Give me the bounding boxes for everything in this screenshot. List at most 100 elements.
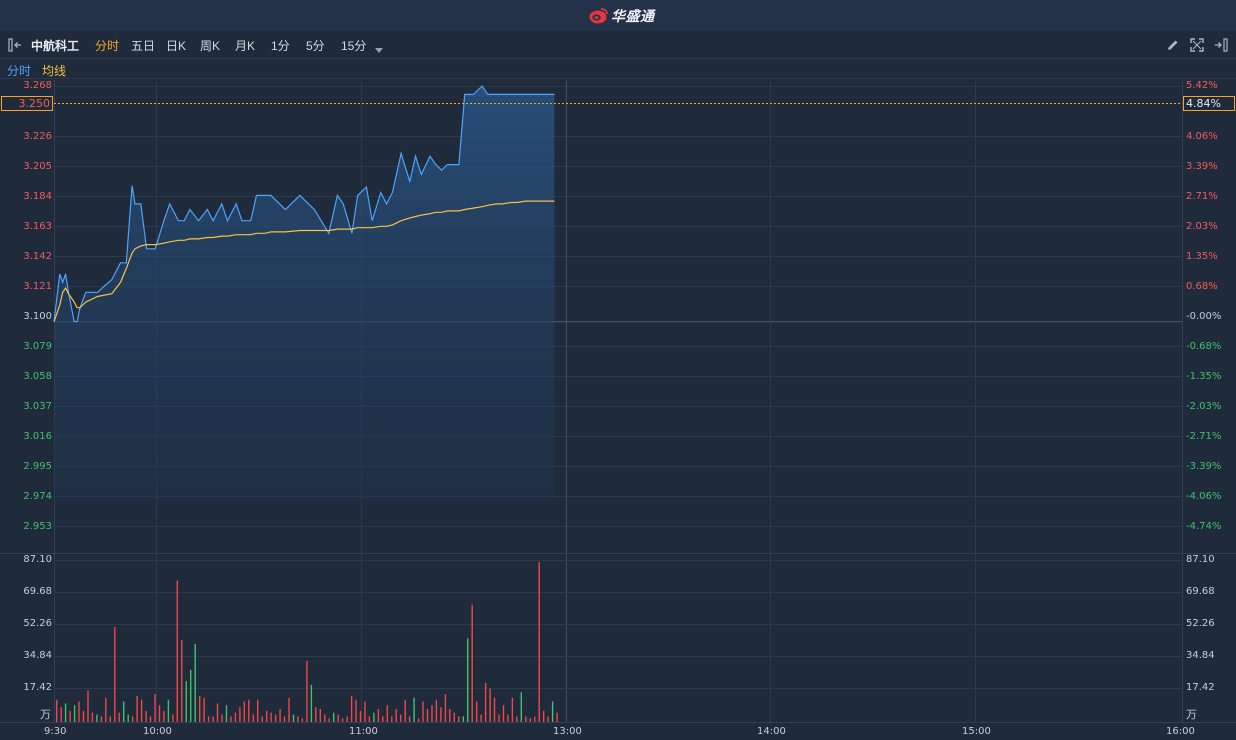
volume-tick-label: 87.10 xyxy=(23,554,52,565)
volume-bar xyxy=(538,562,540,722)
pct-tick-label: -3.39% xyxy=(1186,461,1222,472)
price-area-fill xyxy=(54,86,555,500)
legend-average[interactable]: 均线 xyxy=(42,64,67,78)
tab-monthly-k[interactable]: 月K xyxy=(235,39,256,53)
volume-bar xyxy=(484,682,487,722)
price-tick-label: 3.268 xyxy=(23,80,52,91)
volume-bar xyxy=(502,705,505,722)
fullscreen-icon[interactable] xyxy=(1190,38,1204,57)
price-tick-label: 2.953 xyxy=(23,521,52,532)
time-tick-label: 9:30 xyxy=(44,726,67,737)
tab-weekly-k[interactable]: 周K xyxy=(200,39,221,53)
volume-bar xyxy=(172,714,174,722)
tab-15min[interactable]: 15分 xyxy=(341,39,367,53)
volume-bar xyxy=(199,696,201,722)
tab-daily-k[interactable]: 日K xyxy=(166,39,187,53)
volume-bar xyxy=(96,714,98,722)
volume-bar xyxy=(395,709,397,722)
volume-bar xyxy=(543,710,545,722)
tab-five-day[interactable]: 五日 xyxy=(131,39,156,53)
chart-toolbar: 中航科工 分时 五日 日K 周K 月K 1分 5分 15分 xyxy=(0,31,1236,59)
volume-tick-label: 17.42 xyxy=(23,682,52,693)
volume-bar xyxy=(458,716,460,722)
volume-bar xyxy=(462,716,464,722)
volume-bar xyxy=(176,580,178,722)
volume-bar xyxy=(453,712,455,722)
volume-bar xyxy=(297,716,299,722)
time-tick-label: 10:00 xyxy=(143,726,172,737)
volume-bar xyxy=(194,643,196,722)
volume-bar xyxy=(556,712,558,722)
volume-tick-label: 69.68 xyxy=(23,586,52,597)
brand-name: 华盛通 xyxy=(611,8,655,24)
volume-bar xyxy=(382,716,384,722)
pct-tick-label: -4.06% xyxy=(1186,491,1222,502)
volume-bar xyxy=(400,714,402,722)
volume-bar xyxy=(167,699,170,722)
volume-bar xyxy=(123,701,125,722)
legend-intraday[interactable]: 分时 xyxy=(7,64,32,78)
tab-intraday[interactable]: 分时 xyxy=(95,39,120,53)
volume-tick-label: 52.26 xyxy=(23,618,52,629)
volume-bar xyxy=(114,627,116,722)
volume-bar xyxy=(386,705,388,722)
volume-bar xyxy=(283,716,286,722)
time-tick-label: 14:00 xyxy=(757,726,786,737)
volume-bar xyxy=(422,701,424,722)
chart-legend: 分时 均线 xyxy=(0,59,1236,79)
volume-bar xyxy=(243,701,245,722)
volume-bar xyxy=(301,718,304,722)
volume-bar xyxy=(498,714,500,722)
volume-bar xyxy=(56,699,58,722)
volume-bar xyxy=(480,714,482,722)
volume-unit: 万 xyxy=(40,708,51,721)
pct-tick-label: -2.03% xyxy=(1186,401,1222,412)
volume-bar xyxy=(467,638,469,722)
pct-tick-label: 2.71% xyxy=(1186,191,1218,202)
volume-bar xyxy=(426,709,429,722)
volume-panel xyxy=(54,560,1182,722)
volume-bar xyxy=(551,701,554,722)
tab-1min[interactable]: 1分 xyxy=(271,39,290,53)
volume-tick-label: 87.10 xyxy=(1186,554,1215,565)
volume-tick-label: 69.68 xyxy=(1186,586,1215,597)
volume-bar xyxy=(337,714,339,722)
time-tick-label: 16:00 xyxy=(1166,726,1195,737)
volume-bar xyxy=(91,712,94,722)
volume-bar xyxy=(154,694,156,722)
tab-5min[interactable]: 5分 xyxy=(306,39,325,53)
pct-tick-label: 1.35% xyxy=(1186,251,1218,262)
volume-bar xyxy=(158,705,161,722)
pencil-icon[interactable] xyxy=(1166,38,1180,57)
pct-tick-label: -0.00% xyxy=(1186,311,1222,322)
collapse-left-icon[interactable] xyxy=(8,38,24,57)
volume-bar xyxy=(239,707,241,722)
brand-logo: 华盛通 xyxy=(588,6,655,26)
volume-bar xyxy=(408,716,411,722)
average-line xyxy=(53,200,555,322)
volume-bar xyxy=(435,699,438,722)
volume-bar xyxy=(221,714,223,722)
volume-bar xyxy=(319,709,321,722)
volume-bar xyxy=(73,705,76,722)
pct-tick-label: 3.39% xyxy=(1186,161,1218,172)
price-tick-label: 2.995 xyxy=(23,461,52,472)
volume-bar xyxy=(190,669,192,722)
volume-bar xyxy=(216,703,219,722)
price-tick-label: 2.974 xyxy=(23,491,52,502)
volume-bar xyxy=(270,712,272,722)
volume-bar xyxy=(431,705,433,722)
collapse-right-icon[interactable] xyxy=(1212,38,1228,57)
volume-bar xyxy=(516,716,518,722)
volume-bar xyxy=(140,699,143,722)
volume-bar xyxy=(136,696,138,722)
volume-bar xyxy=(373,712,375,722)
volume-bar xyxy=(507,714,509,722)
time-tick-label: 15:00 xyxy=(962,726,991,737)
volume-bar xyxy=(368,716,371,722)
volume-bar xyxy=(87,690,89,722)
chevron-down-icon[interactable] xyxy=(374,41,384,59)
volume-bar xyxy=(511,697,514,722)
volume-bar xyxy=(234,712,237,722)
